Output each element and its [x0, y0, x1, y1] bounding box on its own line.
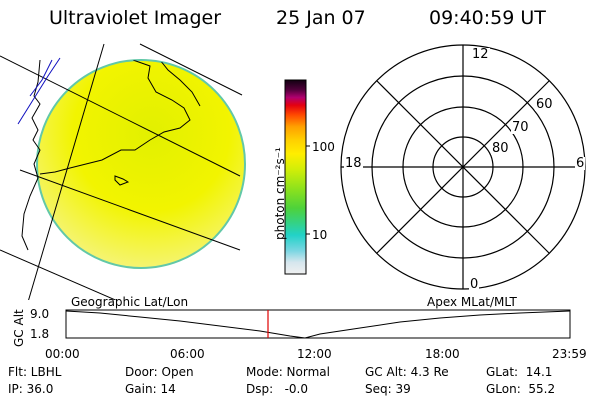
- timeline-y-label: GC Alt: [12, 309, 26, 347]
- filter-status: Flt: LBHL: [8, 365, 62, 379]
- mlt-label-12: 12: [471, 47, 490, 62]
- timeline-plot: [65, 309, 571, 339]
- color-bar-tick-label: 100: [312, 140, 335, 154]
- timeline-y-tick: 9.0: [30, 307, 50, 321]
- uv-image-panel: [0, 43, 246, 300]
- glat-status: GLat: 14.1: [486, 365, 553, 379]
- grid-line: [0, 55, 241, 177]
- coastline: [114, 175, 130, 186]
- ip-status: IP: 36.0: [8, 382, 54, 396]
- mlat-label-60: 60: [535, 97, 554, 112]
- mlt-meridian: [376, 80, 550, 254]
- timeline-x-tick: 06:00: [170, 347, 205, 361]
- coastline: [159, 60, 201, 107]
- mlt-label-6: 6: [575, 156, 586, 171]
- timeline-x-tick: 23:59: [552, 347, 587, 361]
- dsp-status: Dsp: -0.0: [246, 382, 309, 396]
- coastline: [39, 60, 191, 175]
- mlt-label-18: 18: [344, 156, 363, 171]
- mode-status: Mode: Normal: [246, 365, 330, 379]
- mlt-label-0: 0: [469, 277, 480, 292]
- grid-line: [19, 169, 241, 251]
- instrument-title: Ultraviolet Imager: [49, 7, 222, 29]
- orbit-altitude-curve: [65, 310, 571, 339]
- date-label: 25 Jan 07: [276, 7, 366, 29]
- timeline-frame: [65, 309, 571, 339]
- color-bar-tick-label: 10: [312, 228, 328, 242]
- seq-status: Seq: 39: [365, 382, 411, 396]
- coastline: [29, 59, 53, 97]
- grid-line: [0, 249, 117, 300]
- timeline-x-tick: 12:00: [297, 347, 332, 361]
- timeline-left-label: Geographic Lat/Lon: [71, 295, 189, 309]
- color-bar-unit-label: photon cm⁻²s⁻¹: [273, 147, 287, 240]
- coastline: [17, 57, 61, 125]
- grid-line: [139, 43, 243, 96]
- timeline-right-label: Apex MLat/MLT: [427, 295, 517, 309]
- door-status: Door: Open: [125, 365, 194, 379]
- gc-alt-status: GC Alt: 4.3 Re: [365, 365, 449, 379]
- grid-line: [28, 43, 105, 300]
- mlat-label-70: 70: [511, 120, 530, 135]
- timeline-x-tick: 00:00: [45, 347, 80, 361]
- timeline-x-tick: 18:00: [425, 347, 460, 361]
- polar-plot: [340, 44, 586, 290]
- color-bar: [284, 79, 310, 275]
- color-bar-gradient: [284, 79, 307, 275]
- gain-status: Gain: 14: [125, 382, 176, 396]
- timeline-y-tick: 1.8: [30, 327, 50, 341]
- earth-disk: [36, 59, 246, 269]
- mlat-label-80: 80: [491, 141, 510, 156]
- glon-status: GLon: 55.2: [486, 382, 556, 396]
- time-label: 09:40:59 UT: [429, 7, 546, 29]
